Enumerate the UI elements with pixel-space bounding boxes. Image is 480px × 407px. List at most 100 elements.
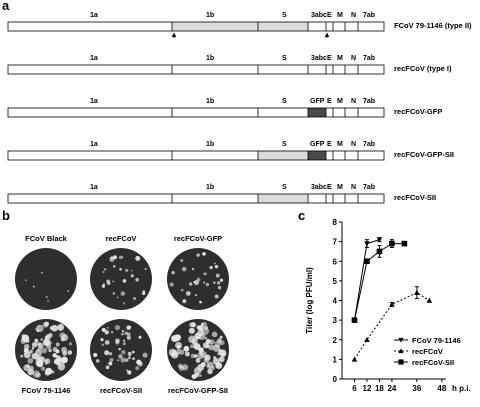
plaque [121, 332, 124, 336]
plaque-dish [15, 319, 77, 381]
data-point [376, 237, 383, 243]
plaque [40, 271, 43, 274]
gene-label-g3abc: 3abc [311, 12, 327, 19]
plaque [106, 326, 109, 329]
plaque [51, 370, 55, 374]
recombination-arrow-head [171, 32, 177, 37]
gene-label-e: E [327, 55, 332, 62]
plaque-label: FCoV 79-1146 [21, 386, 71, 395]
plaque [113, 265, 116, 268]
plaque [62, 351, 68, 356]
x-tick-label: 6 [352, 384, 357, 393]
plaque [57, 324, 65, 331]
plaque [219, 335, 223, 339]
plaque [189, 282, 193, 286]
plaque [100, 338, 104, 342]
plaque [36, 360, 44, 368]
gene-label-m: M [337, 141, 343, 148]
plaque [110, 256, 114, 259]
dish-well [90, 319, 152, 381]
construct-name: recFCoV-GFP-SII [394, 150, 455, 159]
plaque-dish [90, 319, 152, 381]
data-point [351, 317, 358, 323]
plaque [189, 322, 195, 328]
plaque [104, 350, 110, 356]
plaque [215, 273, 220, 278]
dish-well [90, 248, 152, 310]
plaque [109, 357, 114, 362]
gene-label-g3abc: 3abc [311, 184, 327, 191]
x-tick-label: 24 [387, 384, 396, 393]
y-tick-label: 3 [333, 316, 338, 325]
plaque [180, 258, 184, 263]
plaque [135, 366, 140, 371]
plaque [32, 370, 40, 378]
plaque [183, 345, 190, 352]
plaque [48, 332, 53, 338]
plaque [184, 351, 190, 357]
plaque [101, 343, 105, 347]
plaque [132, 357, 135, 360]
gene-label-g1a: 1a [90, 98, 98, 105]
plaque [218, 356, 225, 363]
plaque [195, 294, 198, 297]
genome-bar [7, 193, 385, 204]
plaque [36, 349, 39, 352]
plaque [26, 364, 30, 368]
plaque [213, 281, 216, 284]
plaque [113, 255, 117, 260]
plaque [119, 267, 122, 271]
plaque [181, 266, 187, 272]
genome-outline [7, 193, 385, 204]
plaque [105, 365, 110, 370]
plaque [130, 274, 134, 278]
gene-label-n: N [351, 184, 357, 191]
plaque [203, 272, 207, 276]
plaque [197, 352, 205, 360]
plaque [60, 337, 65, 342]
plaque [125, 358, 129, 362]
plaque [31, 347, 35, 350]
plaque [174, 334, 182, 341]
plaque [217, 286, 222, 290]
dish-well [15, 248, 77, 310]
gene-label-g3abc: 3abc [311, 55, 327, 62]
plaque [208, 344, 215, 351]
gene-label-n: N [351, 98, 357, 105]
plaque [52, 347, 58, 352]
plaque [125, 268, 129, 273]
plaque [217, 338, 222, 343]
plaque [142, 352, 148, 358]
plaque [138, 335, 142, 339]
plaque [34, 338, 39, 343]
gene-label-e: E [327, 12, 332, 19]
gene-label-s: S [282, 55, 287, 62]
y-tick-label: 0 [333, 375, 338, 384]
plaque [191, 267, 195, 271]
plaque [209, 265, 213, 270]
y-tick-label: 5 [333, 277, 338, 286]
plaque-label: FCoV Black [25, 234, 67, 243]
plaque [137, 361, 143, 367]
plaque [171, 270, 175, 275]
plaque [200, 323, 204, 326]
legend-label: recFCoV [412, 347, 443, 356]
plaque [104, 330, 109, 335]
construct-name: recFCoV-GFP [394, 107, 443, 116]
plaque-dish [167, 319, 229, 381]
plaque [96, 359, 100, 363]
gene-label-g7ab: 7ab [363, 184, 376, 191]
plaque [213, 356, 217, 360]
plaque [114, 325, 121, 331]
plaque [122, 279, 127, 283]
plaque [55, 342, 60, 347]
plaque [127, 351, 132, 356]
data-point [398, 337, 404, 343]
series-line [353, 239, 380, 321]
plaque-label: recFCoV-SII [99, 386, 143, 395]
plaque [48, 348, 52, 353]
y-tick-label: 4 [333, 297, 338, 306]
genome-construct: 1a 1b S GFP E M N 7ab recFCoV-GFP [0, 98, 480, 124]
plaque [32, 285, 35, 288]
